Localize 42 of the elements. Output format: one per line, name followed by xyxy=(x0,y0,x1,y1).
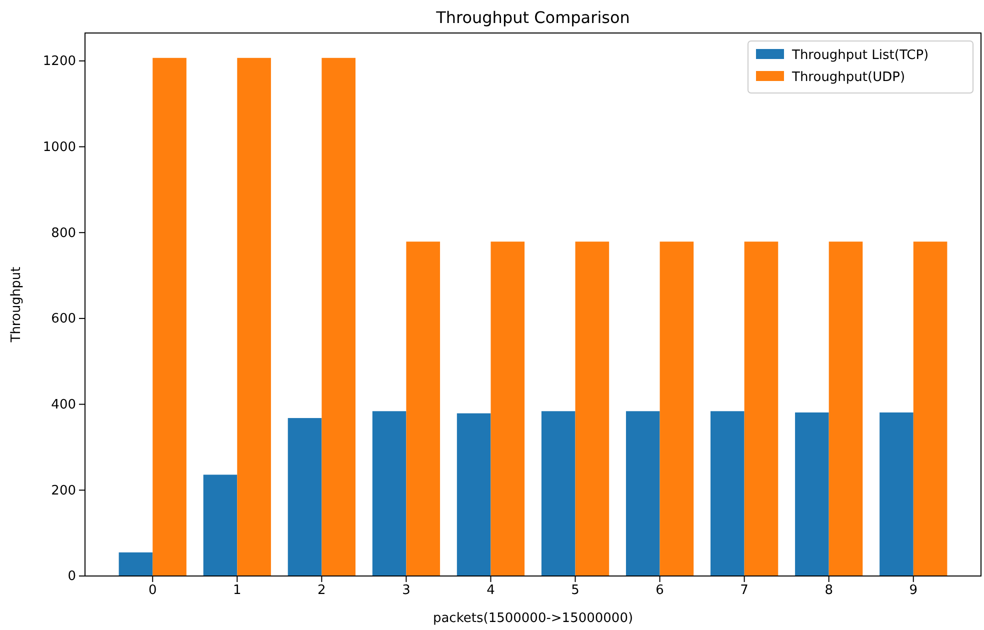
bar xyxy=(288,418,322,576)
bar xyxy=(626,411,660,576)
bar xyxy=(828,242,863,576)
bar xyxy=(490,242,525,576)
legend-label: Throughput(UDP) xyxy=(791,70,906,85)
bar xyxy=(710,411,744,576)
y-tick-label: 200 xyxy=(51,483,76,498)
bar xyxy=(406,242,440,576)
bar xyxy=(795,412,829,576)
bar xyxy=(660,242,694,576)
legend-label: Throughput List(TCP) xyxy=(791,48,929,63)
y-tick-label: 1200 xyxy=(42,54,76,70)
bar xyxy=(237,58,271,576)
bar xyxy=(152,58,186,576)
bar xyxy=(575,242,610,576)
x-tick-label: 2 xyxy=(318,583,326,598)
x-tick-label: 6 xyxy=(656,583,664,598)
x-tick-label: 3 xyxy=(402,583,410,598)
bar xyxy=(322,58,356,576)
y-tick-label: 600 xyxy=(51,312,76,327)
bar xyxy=(913,242,948,576)
x-tick-label: 5 xyxy=(571,583,580,598)
bar xyxy=(541,411,576,576)
y-axis-title: Throughput xyxy=(9,266,24,344)
bar xyxy=(744,242,778,576)
y-tick-label: 400 xyxy=(51,397,76,412)
bar xyxy=(203,474,238,576)
x-tick-label: 1 xyxy=(233,583,242,598)
y-tick-label: 1000 xyxy=(42,140,76,155)
bar xyxy=(880,412,914,576)
x-tick-label: 0 xyxy=(148,583,157,598)
x-tick-label: 4 xyxy=(486,583,495,598)
x-tick-label: 7 xyxy=(740,583,748,598)
y-tick-label: 0 xyxy=(68,569,76,584)
chart-title: Throughput Comparison xyxy=(435,8,630,27)
x-tick-label: 8 xyxy=(824,583,833,598)
y-tick-label: 800 xyxy=(51,226,76,241)
bar xyxy=(372,411,406,576)
x-tick-label: 9 xyxy=(909,583,918,598)
bar xyxy=(456,413,491,576)
bar xyxy=(118,552,153,576)
x-axis-title: packets(1500000->15000000) xyxy=(432,611,634,626)
